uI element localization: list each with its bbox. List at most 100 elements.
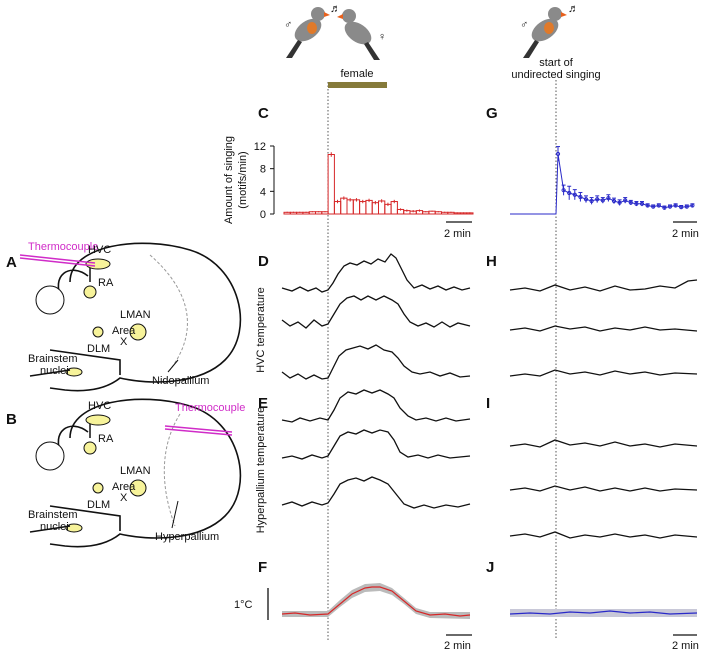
trace	[509, 325, 698, 332]
y-axis-label: Amount of singing	[223, 136, 235, 224]
trace	[281, 295, 471, 329]
brain-label: HVC	[88, 244, 111, 256]
panel-label: D	[258, 253, 269, 270]
point	[572, 192, 577, 197]
brain-label: X	[120, 492, 128, 504]
point	[583, 197, 589, 202]
point	[679, 205, 684, 210]
scale-bar-label: 2 min	[672, 228, 699, 240]
note-symbol: ♬	[568, 3, 579, 15]
bar	[378, 200, 386, 215]
point	[611, 198, 617, 204]
scale-bar-label: 2 min	[444, 228, 471, 240]
brain-label: Brainstem	[28, 353, 78, 365]
brain-label: Area	[112, 481, 136, 493]
brain-label: LMAN	[120, 309, 151, 321]
y-tick-label: 4	[260, 186, 266, 198]
brain-diagram	[19, 242, 242, 392]
line	[555, 153, 693, 215]
brain-label: DLM	[87, 499, 110, 511]
female-label: female	[340, 68, 373, 80]
bar	[346, 199, 354, 215]
brain-label: HVC	[88, 400, 111, 412]
point	[651, 204, 656, 209]
note-symbol: ♬	[330, 3, 341, 15]
axis-label: HVC temperature	[255, 287, 267, 373]
bar	[327, 154, 335, 215]
brain-label: RA	[98, 433, 114, 445]
brain-label: Area	[112, 325, 136, 337]
y-tick-label: 8	[260, 164, 266, 176]
point	[662, 205, 667, 210]
bird-male	[523, 7, 567, 58]
bar	[359, 201, 367, 215]
panel-label: E	[258, 395, 268, 412]
scale-bar-label: 2 min	[444, 640, 471, 652]
brain-label: DLM	[87, 343, 110, 355]
brain-label: Thermocouple	[28, 241, 98, 253]
point	[684, 204, 689, 209]
point	[600, 198, 605, 203]
point	[656, 203, 661, 208]
bar	[340, 197, 348, 215]
brain-label: LMAN	[120, 465, 151, 477]
brain-diagram	[29, 398, 242, 548]
bar	[333, 201, 342, 215]
bird-female	[337, 9, 380, 60]
female-symbol: ♀	[378, 31, 386, 43]
bar	[365, 199, 373, 215]
point	[628, 200, 633, 205]
female-bar	[328, 82, 387, 88]
brain-label: nuclei	[40, 365, 69, 377]
point	[690, 203, 695, 208]
panel-label: B	[6, 411, 17, 428]
male-symbol: ♂	[284, 19, 292, 31]
trace	[509, 439, 698, 448]
male-symbol: ♂	[520, 19, 528, 31]
panel-label: A	[6, 254, 17, 271]
brain-label: Nidopallium	[152, 375, 209, 387]
sem-band	[510, 609, 697, 617]
trace	[281, 253, 471, 293]
trace	[509, 279, 698, 292]
trace	[281, 344, 471, 380]
point	[567, 190, 572, 196]
temperature-scale-label: 1°C	[234, 599, 253, 611]
point	[589, 198, 594, 204]
bar	[352, 199, 361, 215]
panel-label: J	[486, 559, 494, 576]
panel-label: C	[258, 105, 269, 122]
point	[555, 151, 561, 157]
panel-label: F	[258, 559, 267, 576]
panel-label: G	[486, 105, 498, 122]
panel-label: H	[486, 253, 497, 270]
point	[617, 200, 622, 205]
point	[623, 198, 628, 203]
axis-label: Hyperpallium temperature	[255, 407, 267, 534]
trace	[509, 485, 698, 492]
y-axis-label: (motifs/min)	[237, 151, 249, 208]
sem-band	[282, 583, 470, 619]
y-tick-label: 12	[254, 141, 266, 153]
point	[673, 203, 678, 208]
trace	[509, 369, 698, 377]
brain-label: nuclei	[40, 521, 69, 533]
point	[667, 204, 673, 209]
brain-label: Thermocouple	[175, 402, 245, 414]
point	[645, 203, 650, 208]
mean-trace	[281, 586, 471, 617]
point	[595, 197, 600, 202]
trace	[281, 429, 471, 460]
undirected-label: undirected singing	[511, 69, 600, 81]
trace	[281, 476, 471, 509]
bird-male	[286, 7, 330, 58]
scale-bar-label: 2 min	[672, 640, 699, 652]
undirected-label: start of	[539, 57, 574, 69]
bar	[390, 201, 398, 215]
y-tick-label: 0	[260, 209, 266, 221]
brain-label: Brainstem	[28, 509, 78, 521]
trace	[281, 389, 471, 423]
point	[578, 194, 583, 200]
brain-label: Hyperpallium	[155, 531, 219, 543]
